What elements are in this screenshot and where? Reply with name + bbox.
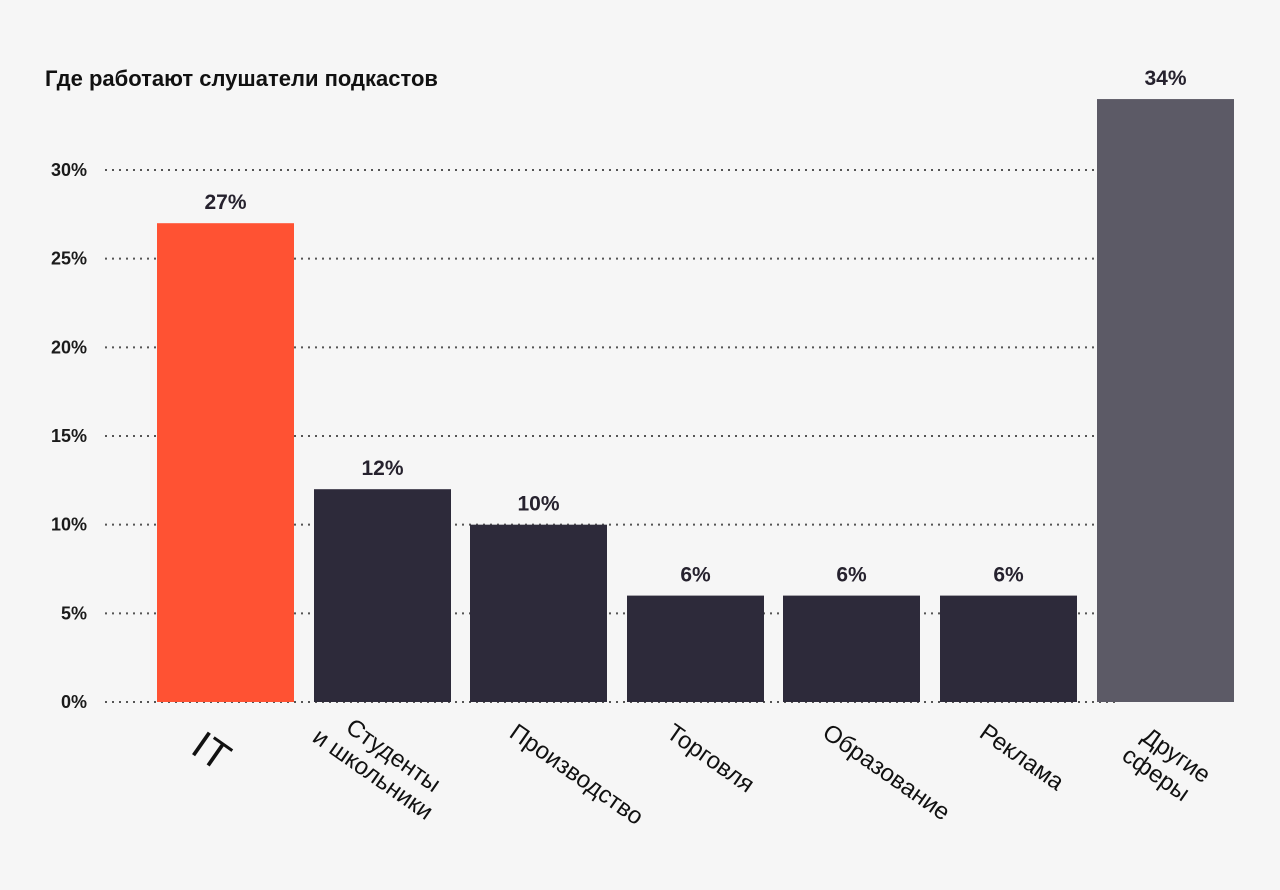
chart-title: Где работают слушатели подкастов bbox=[45, 66, 438, 91]
category-label: Образование bbox=[818, 719, 955, 826]
category-labels: IT Студентыи школьники Производство Торговл… bbox=[184, 701, 1216, 831]
bar bbox=[470, 524, 607, 702]
y-tick-label: 25% bbox=[51, 249, 87, 269]
category-label: Студентыи школьники bbox=[308, 701, 454, 826]
category-label: IT bbox=[184, 723, 238, 779]
bar bbox=[627, 595, 764, 702]
bar bbox=[314, 489, 451, 702]
value-label: 6% bbox=[993, 564, 1024, 587]
bar bbox=[157, 223, 294, 702]
value-label: 6% bbox=[680, 564, 711, 587]
value-label: 34% bbox=[1144, 67, 1186, 90]
value-label: 12% bbox=[361, 457, 403, 480]
y-tick-label: 0% bbox=[61, 692, 87, 712]
value-label: 6% bbox=[836, 564, 867, 587]
bars bbox=[157, 99, 1234, 703]
y-axis-ticks: 0% 5% 10% 15% 20% 25% 30% bbox=[51, 160, 87, 712]
value-labels: 27% 12% 10% 6% 6% 6% 34% bbox=[204, 67, 1186, 587]
y-tick-label: 5% bbox=[61, 603, 87, 623]
bar bbox=[940, 595, 1077, 702]
bar bbox=[783, 595, 920, 702]
y-tick-label: 15% bbox=[51, 426, 87, 446]
bar bbox=[1097, 99, 1234, 703]
value-label: 10% bbox=[517, 493, 559, 516]
y-tick-label: 30% bbox=[51, 160, 87, 180]
category-label: Реклама bbox=[975, 719, 1070, 797]
category-label: Производство bbox=[505, 719, 649, 831]
category-label: Торговля bbox=[662, 719, 760, 799]
y-tick-label: 20% bbox=[51, 337, 87, 357]
value-label: 27% bbox=[204, 191, 246, 214]
y-tick-label: 10% bbox=[51, 515, 87, 535]
category-label: Другиесферы bbox=[1117, 719, 1215, 810]
